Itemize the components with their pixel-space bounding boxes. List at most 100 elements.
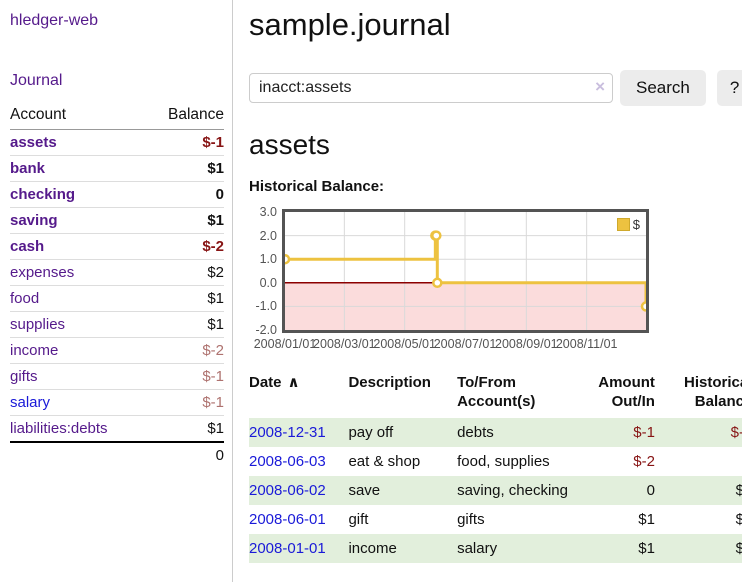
sidebar: hledger-web Journal Account Balance asse… <box>0 0 233 582</box>
account-balance: $-2 <box>145 233 224 260</box>
register-accounts-cell: gifts <box>457 511 485 528</box>
register-row: 2008-06-01 gift gifts $1 $2 <box>249 505 742 534</box>
account-balance: $1 <box>145 207 224 234</box>
account-name-cell: salary <box>10 389 146 416</box>
register-date-link[interactable]: 2008-01-01 <box>249 540 326 557</box>
account-link[interactable]: saving <box>10 212 58 229</box>
account-name-cell: expenses <box>10 259 146 286</box>
account-link[interactable]: liabilities:debts <box>10 420 108 437</box>
account-link[interactable]: assets <box>10 134 57 151</box>
register-date-cell: 2008-06-01 <box>249 505 348 534</box>
x-axis-tick: 2008/07/01 <box>433 337 497 351</box>
register-accounts-cell: debts <box>457 418 579 447</box>
register-date-link[interactable]: 2008-06-02 <box>249 482 326 499</box>
register-description-cell: gift <box>348 511 369 528</box>
x-axis-tick: 2008/01/01 <box>253 337 317 351</box>
main-content: sample.journal × Search ? assets Histori… <box>233 0 742 582</box>
account-name-cell: assets <box>10 130 146 156</box>
account-balance: $-2 <box>145 337 224 364</box>
search-input[interactable] <box>249 73 613 103</box>
account-link[interactable]: food <box>10 290 40 307</box>
register-description-cell: eat & shop <box>348 453 421 470</box>
x-axis-tick: 2008/11/01 <box>555 337 618 351</box>
account-name-cell: liabilities:debts <box>10 415 146 442</box>
col-header-label: Historical Balance <box>683 374 742 410</box>
col-header-amount: Amount Out/In <box>578 371 655 418</box>
account-name-cell: checking <box>10 181 146 208</box>
account-balance: $1 <box>145 415 224 442</box>
chart-title: Historical Balance: <box>249 178 385 195</box>
account-name-cell: food <box>10 285 146 312</box>
account-link[interactable]: gifts <box>10 368 38 385</box>
account-name-cell: cash <box>10 233 146 260</box>
accounts-header-account: Account <box>10 104 146 130</box>
account-balance: 0 <box>145 181 224 208</box>
register-accounts-cell: food, supplies <box>457 453 550 470</box>
account-row: assets $-1 <box>10 130 224 156</box>
account-balance: $2 <box>145 259 224 286</box>
accounts-header-row: Account Balance <box>10 104 224 130</box>
accounts-table: Account Balance assets $-1 bank $1 checking 0… <box>10 104 224 468</box>
register-amount-cell: $-2 <box>633 453 655 470</box>
account-link[interactable]: supplies <box>10 316 66 333</box>
register-date-cell: 2008-06-02 <box>249 476 349 505</box>
y-axis-tick: 2.0 <box>259 228 277 243</box>
register-date-link[interactable]: 2008-06-03 <box>249 453 326 470</box>
account-link[interactable]: salary <box>10 394 51 411</box>
accounts-total-balance: 0 <box>145 441 224 468</box>
account-row: income $-2 <box>10 337 224 364</box>
account-row: bank $1 <box>10 155 224 182</box>
account-balance: $1 <box>145 285 224 312</box>
account-link[interactable]: bank <box>10 160 46 177</box>
account-balance: $-1 <box>202 134 224 151</box>
app-title-link[interactable]: hledger-web <box>10 12 99 29</box>
search-help-button[interactable]: ? <box>716 70 742 106</box>
col-header-label: To/From Account(s) <box>457 374 536 410</box>
col-header-date[interactable]: Date ∧ <box>249 371 348 418</box>
series-label: $ <box>632 217 640 232</box>
account-row: supplies $1 <box>10 311 224 338</box>
register-balance-cell: $-1 <box>654 418 742 447</box>
accounts-total-spacer <box>10 441 146 468</box>
register-date-link[interactable]: 2008-06-01 <box>249 511 326 528</box>
register-amount-cell: $-1 <box>578 418 655 447</box>
register-balance-cell: 0 <box>655 447 742 476</box>
y-axis-tick: 0.0 <box>259 275 277 290</box>
account-row: gifts $-1 <box>10 363 224 390</box>
accounts-total-row: 0 <box>10 441 224 468</box>
register-date-link[interactable]: 2008-12-31 <box>249 424 326 441</box>
account-balance: $-1 <box>145 363 224 390</box>
chart-plot-area: $ <box>282 209 649 333</box>
col-header-label: Amount Out/In <box>598 374 655 410</box>
register-amount-cell: $1 <box>638 511 655 528</box>
x-axis-tick: 2008/03/01 <box>313 337 376 351</box>
account-link[interactable]: cash <box>10 238 45 255</box>
account-row: salary $-1 <box>10 389 224 416</box>
account-row: liabilities:debts $1 <box>10 415 224 442</box>
account-link[interactable]: income <box>10 342 59 359</box>
y-axis-tick: 1.0 <box>259 252 277 267</box>
search-button[interactable]: Search <box>620 70 706 106</box>
register-accounts-cell: salary <box>457 534 579 563</box>
sort-asc-icon: ∧ <box>287 374 300 391</box>
register-description-cell: income <box>348 534 458 563</box>
historical-balance-chart: $ 3.0 2.0 1.0 0.0 -1.0 -2.0 2008/01/01 2008/03/… <box>249 205 742 357</box>
account-balance: $1 <box>145 311 224 338</box>
register-amount-cell: 0 <box>578 476 655 505</box>
col-header-label: Description <box>348 374 431 391</box>
register-balance-cell: $2 <box>654 476 742 505</box>
accounts-table-body: assets $-1 bank $1 checking 0 saving $1 cash $-2 e… <box>10 130 224 442</box>
account-link[interactable]: expenses <box>10 264 75 281</box>
y-axis-tick: 3.0 <box>259 205 277 219</box>
account-link[interactable]: checking <box>10 186 76 203</box>
register-amount-cell: $1 <box>578 534 655 563</box>
register-date-cell: 2008-06-03 <box>249 447 348 476</box>
sidebar-item-journal[interactable]: Journal <box>10 72 63 89</box>
account-balance: $1 <box>145 155 224 182</box>
col-header-balance: Historical Balance <box>655 371 742 418</box>
clear-search-icon[interactable]: × <box>595 77 605 96</box>
account-row: food $1 <box>10 285 224 312</box>
